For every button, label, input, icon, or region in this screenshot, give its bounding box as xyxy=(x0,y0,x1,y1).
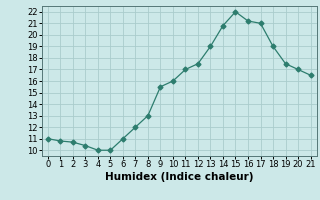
X-axis label: Humidex (Indice chaleur): Humidex (Indice chaleur) xyxy=(105,172,253,182)
